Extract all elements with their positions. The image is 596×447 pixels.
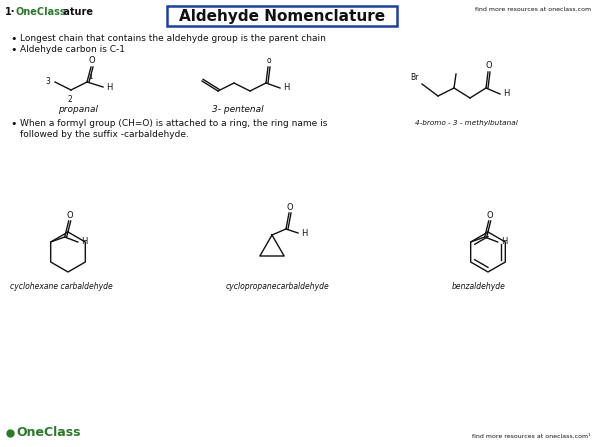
Text: find more resources at oneclass.com¹: find more resources at oneclass.com¹ (473, 434, 591, 439)
Text: cyclopropanecarbaldehyde: cyclopropanecarbaldehyde (226, 282, 330, 291)
Text: H: H (80, 237, 87, 246)
Text: 3: 3 (45, 76, 50, 85)
Text: H: H (501, 237, 507, 246)
Text: o: o (266, 56, 271, 65)
FancyBboxPatch shape (167, 6, 397, 26)
Text: H: H (503, 89, 510, 98)
Text: H: H (106, 83, 113, 92)
Text: O: O (66, 211, 73, 220)
Text: ature: ature (60, 7, 93, 17)
Text: 1: 1 (88, 74, 92, 80)
Text: find more resources at oneclass.com: find more resources at oneclass.com (475, 7, 591, 12)
Text: •: • (10, 34, 17, 44)
Text: O: O (89, 56, 95, 65)
Text: H: H (283, 84, 290, 93)
Text: When a formyl group (CH=O) is attached to a ring, the ring name is: When a formyl group (CH=O) is attached t… (20, 119, 327, 128)
Text: 2: 2 (67, 95, 72, 104)
Text: benzaldehyde: benzaldehyde (452, 282, 506, 291)
Text: O: O (287, 203, 293, 212)
Text: Longest chain that contains the aldehyde group is the parent chain: Longest chain that contains the aldehyde… (20, 34, 326, 43)
Text: •: • (10, 45, 17, 55)
Text: propanal: propanal (58, 105, 98, 114)
Text: Aldehyde carbon is C-1: Aldehyde carbon is C-1 (20, 45, 125, 54)
Text: 3- pentenal: 3- pentenal (212, 105, 263, 114)
Text: OneClass: OneClass (16, 426, 80, 439)
Text: O: O (486, 61, 492, 70)
Text: Br: Br (411, 73, 419, 82)
Text: 4-bromo - 3 - methylbutanal: 4-bromo - 3 - methylbutanal (415, 120, 518, 126)
Text: cyclohexane carbaldehyde: cyclohexane carbaldehyde (10, 282, 113, 291)
Text: 1·: 1· (5, 7, 15, 17)
Text: Aldehyde Nomenclature: Aldehyde Nomenclature (179, 8, 385, 24)
Text: •: • (10, 119, 17, 129)
Text: H: H (301, 228, 308, 237)
Text: OneClass: OneClass (16, 7, 67, 17)
Text: followed by the suffix -carbaldehyde.: followed by the suffix -carbaldehyde. (20, 130, 189, 139)
Text: O: O (486, 211, 493, 220)
